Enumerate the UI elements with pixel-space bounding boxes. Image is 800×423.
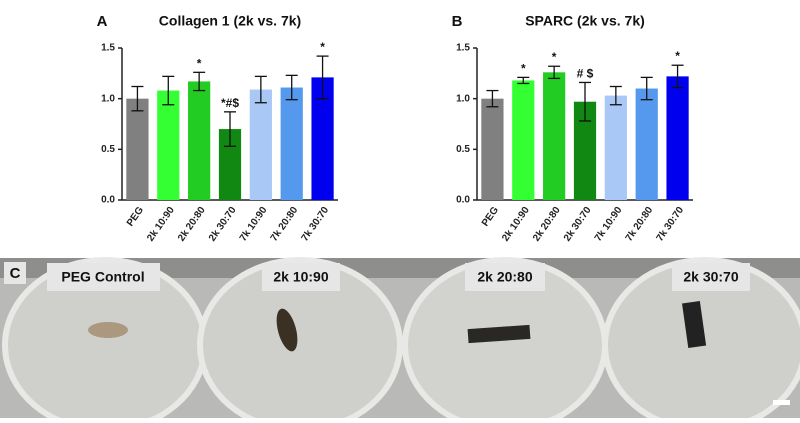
significance-label: *#$ [221, 96, 239, 110]
scale-bar [773, 400, 790, 405]
scaffold [682, 300, 707, 349]
chart-title: Collagen 1 (2k vs. 7k) [159, 13, 301, 29]
x-tick-label: 2k 30:70 [562, 205, 594, 244]
panel-letter: C [10, 265, 21, 282]
bar [249, 89, 272, 200]
bar [157, 90, 180, 200]
x-tick-label: 7k 10:90 [593, 205, 625, 244]
x-tick-label: 2k 20:80 [176, 205, 208, 244]
bar [280, 87, 303, 200]
panel-letter: A [97, 13, 108, 30]
significance-label: # $ [577, 66, 594, 80]
y-tick-label: 1.0 [101, 93, 115, 104]
label-box [465, 263, 545, 291]
y-tick-label: 0.5 [101, 144, 115, 155]
x-tick-label: 2k 30:70 [207, 205, 239, 244]
chart-title: SPARC (2k vs. 7k) [525, 13, 645, 29]
scaffold [467, 324, 531, 344]
photo-label: 2k 10:90 [273, 269, 328, 285]
bar [666, 76, 689, 200]
significance-label: * [675, 49, 680, 63]
bar [543, 72, 566, 200]
photo-top [0, 258, 800, 278]
bar [604, 95, 627, 200]
bar [481, 98, 504, 200]
label-box [47, 263, 160, 291]
x-tick-label: 2k 20:80 [531, 205, 563, 244]
y-tick-label: 1.5 [456, 43, 470, 54]
label-box [262, 263, 340, 291]
photo-label: 2k 20:80 [477, 269, 532, 285]
x-tick-label: 7k 10:90 [238, 205, 270, 244]
label-box [672, 263, 750, 291]
photo-label: 2k 30:70 [683, 269, 738, 285]
photo-panel: C PEG Control 2k 10:90 2k 20:80 2k 30:70 [0, 257, 800, 423]
dish [197, 257, 403, 423]
bar [512, 80, 535, 200]
bar [311, 77, 334, 200]
significance-label: * [521, 61, 526, 75]
x-tick-label: PEG [480, 205, 501, 229]
x-tick-label: 2k 10:90 [500, 205, 532, 244]
bar [126, 98, 149, 200]
x-tick-label: PEG [125, 205, 146, 229]
photo-label: PEG Control [61, 269, 144, 285]
bar [188, 81, 211, 200]
scaffold [276, 308, 298, 352]
significance-label: * [552, 50, 557, 64]
significance-label: * [320, 40, 325, 54]
scaffold [88, 322, 128, 338]
x-tick-label: 7k 30:70 [300, 205, 332, 244]
bar [635, 88, 658, 200]
significance-label: * [197, 56, 202, 70]
x-tick-label: 7k 30:70 [655, 205, 687, 244]
x-tick-label: 7k 20:80 [624, 205, 656, 244]
bar [573, 101, 597, 200]
y-tick-label: 0.0 [456, 195, 470, 206]
y-tick-label: 0.5 [456, 144, 470, 155]
y-tick-label: 1.5 [101, 43, 115, 54]
y-tick-label: 0.0 [101, 195, 115, 206]
y-tick-label: 1.0 [456, 93, 470, 104]
panel-letter-box [4, 262, 26, 284]
x-tick-label: 7k 20:80 [269, 205, 301, 244]
panel-letter: B [452, 13, 463, 30]
x-tick-label: 2k 10:90 [145, 205, 177, 244]
